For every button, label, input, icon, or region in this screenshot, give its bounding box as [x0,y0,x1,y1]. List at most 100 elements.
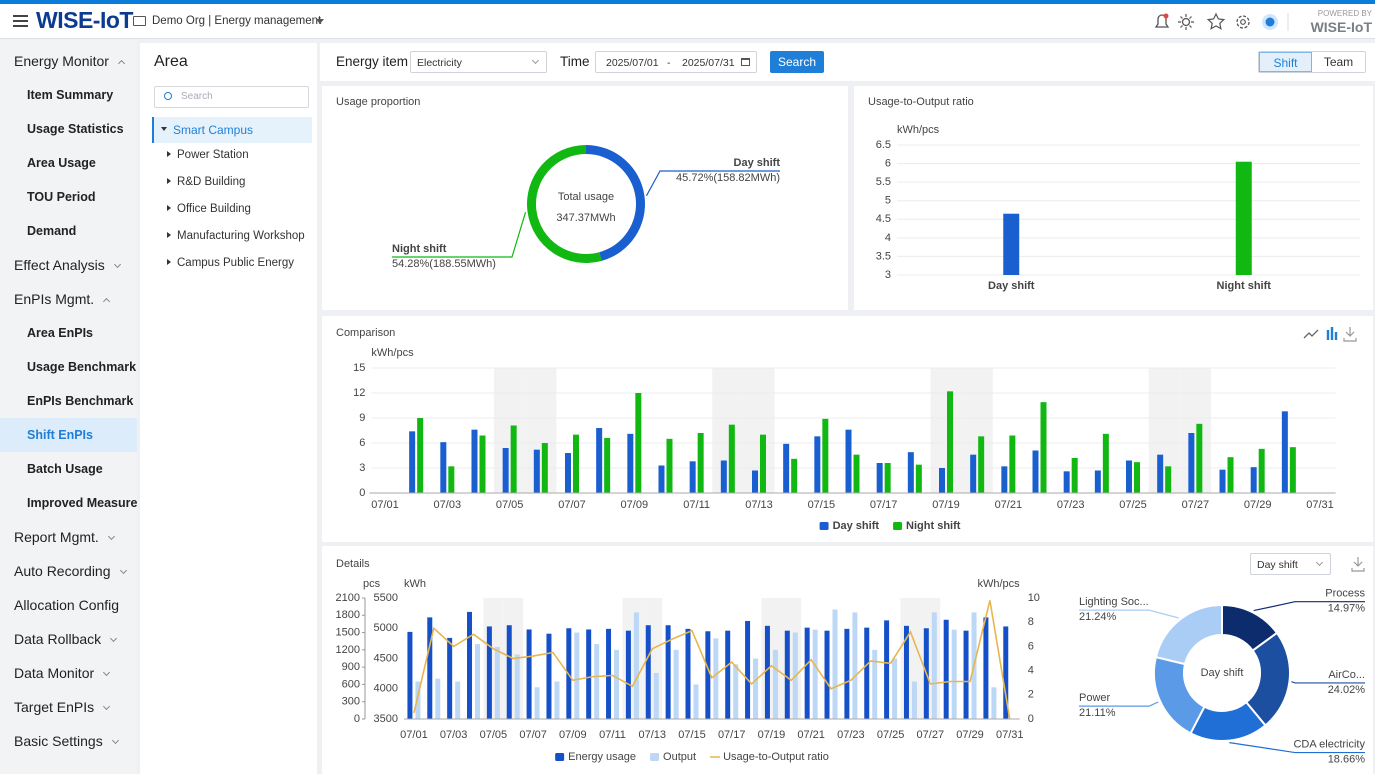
calendar-icon [741,58,750,66]
date-range[interactable]: 2025/07/01 - 2025/07/31 [595,51,757,73]
menu-group-label: Energy Monitor [14,53,109,69]
menu-item-label: TOU Period [27,190,96,204]
view-tab[interactable]: Shift [1259,52,1312,72]
sidebar: Energy Monitor Item Summary Usage Statisti… [0,40,137,774]
tree-node[interactable]: Campus Public Energy [162,254,312,276]
line-view-icon[interactable] [1303,329,1319,339]
menu-chevron [113,260,121,269]
search-placeholder: Search [181,91,213,102]
view-tabs: Shift Team [1258,51,1366,73]
start-date: 2025/07/01 [606,57,659,69]
menu-chevron [103,702,111,711]
menu-item[interactable]: Shift EnPIs [0,418,137,452]
menu-item[interactable]: Usage Statistics [0,112,137,146]
powered-by-label: POWERED BY [1317,9,1372,18]
menu-group[interactable]: Target EnPIs [0,690,137,724]
menu-group-label: Allocation Config [14,597,120,613]
tree-node[interactable]: Power Station [162,146,312,168]
alert-dot [1163,13,1169,19]
area-search[interactable]: Search [154,86,309,108]
menu-item-label: Batch Usage [27,462,103,476]
end-date: 2025/07/31 [682,57,735,69]
menu-chevron [107,532,115,541]
menu-button[interactable] [13,15,28,27]
tree-expander [167,232,174,238]
tree-node[interactable]: R&D Building [162,173,312,195]
menu-group[interactable]: Report Mgmt. [0,520,137,554]
view-tab[interactable]: Team [1323,55,1354,69]
energy-item-select[interactable]: Electricity [410,51,547,73]
menu-item[interactable]: Improved Measure [0,486,137,520]
menu-item-label: EnPIs Benchmark [27,394,134,408]
tree-node[interactable]: Manufacturing Workshop [162,227,312,249]
details-panel: Day shift [322,546,1373,774]
tree-expander [167,178,174,184]
chart-tools [1303,327,1357,342]
ratio-panel [854,86,1373,310]
powered-by-brand: WISE-IoT [1310,19,1372,35]
tree-expander [167,259,174,265]
menu-item[interactable]: TOU Period [0,180,137,214]
area-panel: Area Search Smart Campus Power Station R&… [140,43,317,774]
menu-item[interactable]: Area Usage [0,146,137,180]
menu-item[interactable]: Batch Usage [0,452,137,486]
menu-item-label: Demand [27,224,77,238]
brand: WISE-IoT [36,7,133,33]
menu-group[interactable]: Energy Monitor [0,44,137,78]
tree-node[interactable]: Office Building [162,200,312,222]
menu-group[interactable]: Data Rollback [0,622,137,656]
menu-item-label: Improved Measure [27,496,137,510]
tree-expander [167,205,174,211]
theme-icon[interactable] [1181,17,1191,27]
menu-item[interactable]: EnPIs Benchmark [0,384,137,418]
menu-group[interactable]: Basic Settings [0,724,137,758]
tree-node-label: Office Building [177,203,251,215]
menu-group-label: EnPIs Mgmt. [14,291,95,307]
menu-group-label: Target EnPIs [14,699,95,715]
menu-chevron [103,668,111,677]
comparison-panel [322,316,1373,542]
menu-item-label: Area EnPIs [27,326,94,340]
area-title: Area [154,53,188,70]
menu-group-label: Data Rollback [14,631,102,647]
menu-item-label: Usage Benchmark [27,360,137,374]
download-icon[interactable] [1350,555,1366,573]
menu-group[interactable]: Data Monitor [0,656,137,690]
alert-icon[interactable] [1154,14,1170,28]
top-bar: WISE-IoT Demo Org | Energy management PO… [0,4,1375,39]
folder-icon [133,16,146,26]
menu-group[interactable]: Auto Recording [0,554,137,588]
powered-by: POWERED BY WISE-IoT [1300,8,1372,35]
menu-group[interactable]: Allocation Config [0,588,137,622]
favorite-icon[interactable] [1206,12,1226,30]
menu-group-label: Effect Analysis [14,257,105,273]
search-button[interactable]: Search [770,51,824,73]
breadcrumb-caret[interactable] [316,19,324,28]
toolbar: Energy item Electricity Time 2025/07/01 … [320,43,1375,81]
menu-item[interactable]: Usage Benchmark [0,350,137,384]
menu-group[interactable]: EnPIs Mgmt. [0,282,137,316]
breadcrumb[interactable]: Demo Org | Energy management [152,15,322,27]
menu-item[interactable]: Area EnPIs [0,316,137,350]
menu-item[interactable]: Demand [0,214,137,248]
tree-node-label: R&D Building [177,176,246,188]
energy-item-label: Energy item [336,54,409,69]
settings-icon[interactable] [1236,15,1250,29]
menu-chevron [103,297,111,306]
settings-core [1240,19,1246,25]
details-filter[interactable]: Day shift [1250,553,1331,575]
tree-root[interactable]: Smart Campus [152,117,312,143]
theme-rays [1178,14,1194,30]
energy-item-value: Electricity [417,57,462,69]
tree-expander [167,151,174,157]
bar-view-icon[interactable] [1326,327,1338,340]
tree-node-label: Manufacturing Workshop [177,230,305,242]
details-filter-value: Day shift [1257,559,1298,571]
menu-item[interactable]: Item Summary [0,78,137,112]
menu-group[interactable]: Effect Analysis [0,248,137,282]
usage-proportion-panel [322,86,848,310]
download-icon[interactable] [1343,327,1357,342]
menu-group-label: Data Monitor [14,665,95,681]
menu-group-label: Basic Settings [14,733,103,749]
